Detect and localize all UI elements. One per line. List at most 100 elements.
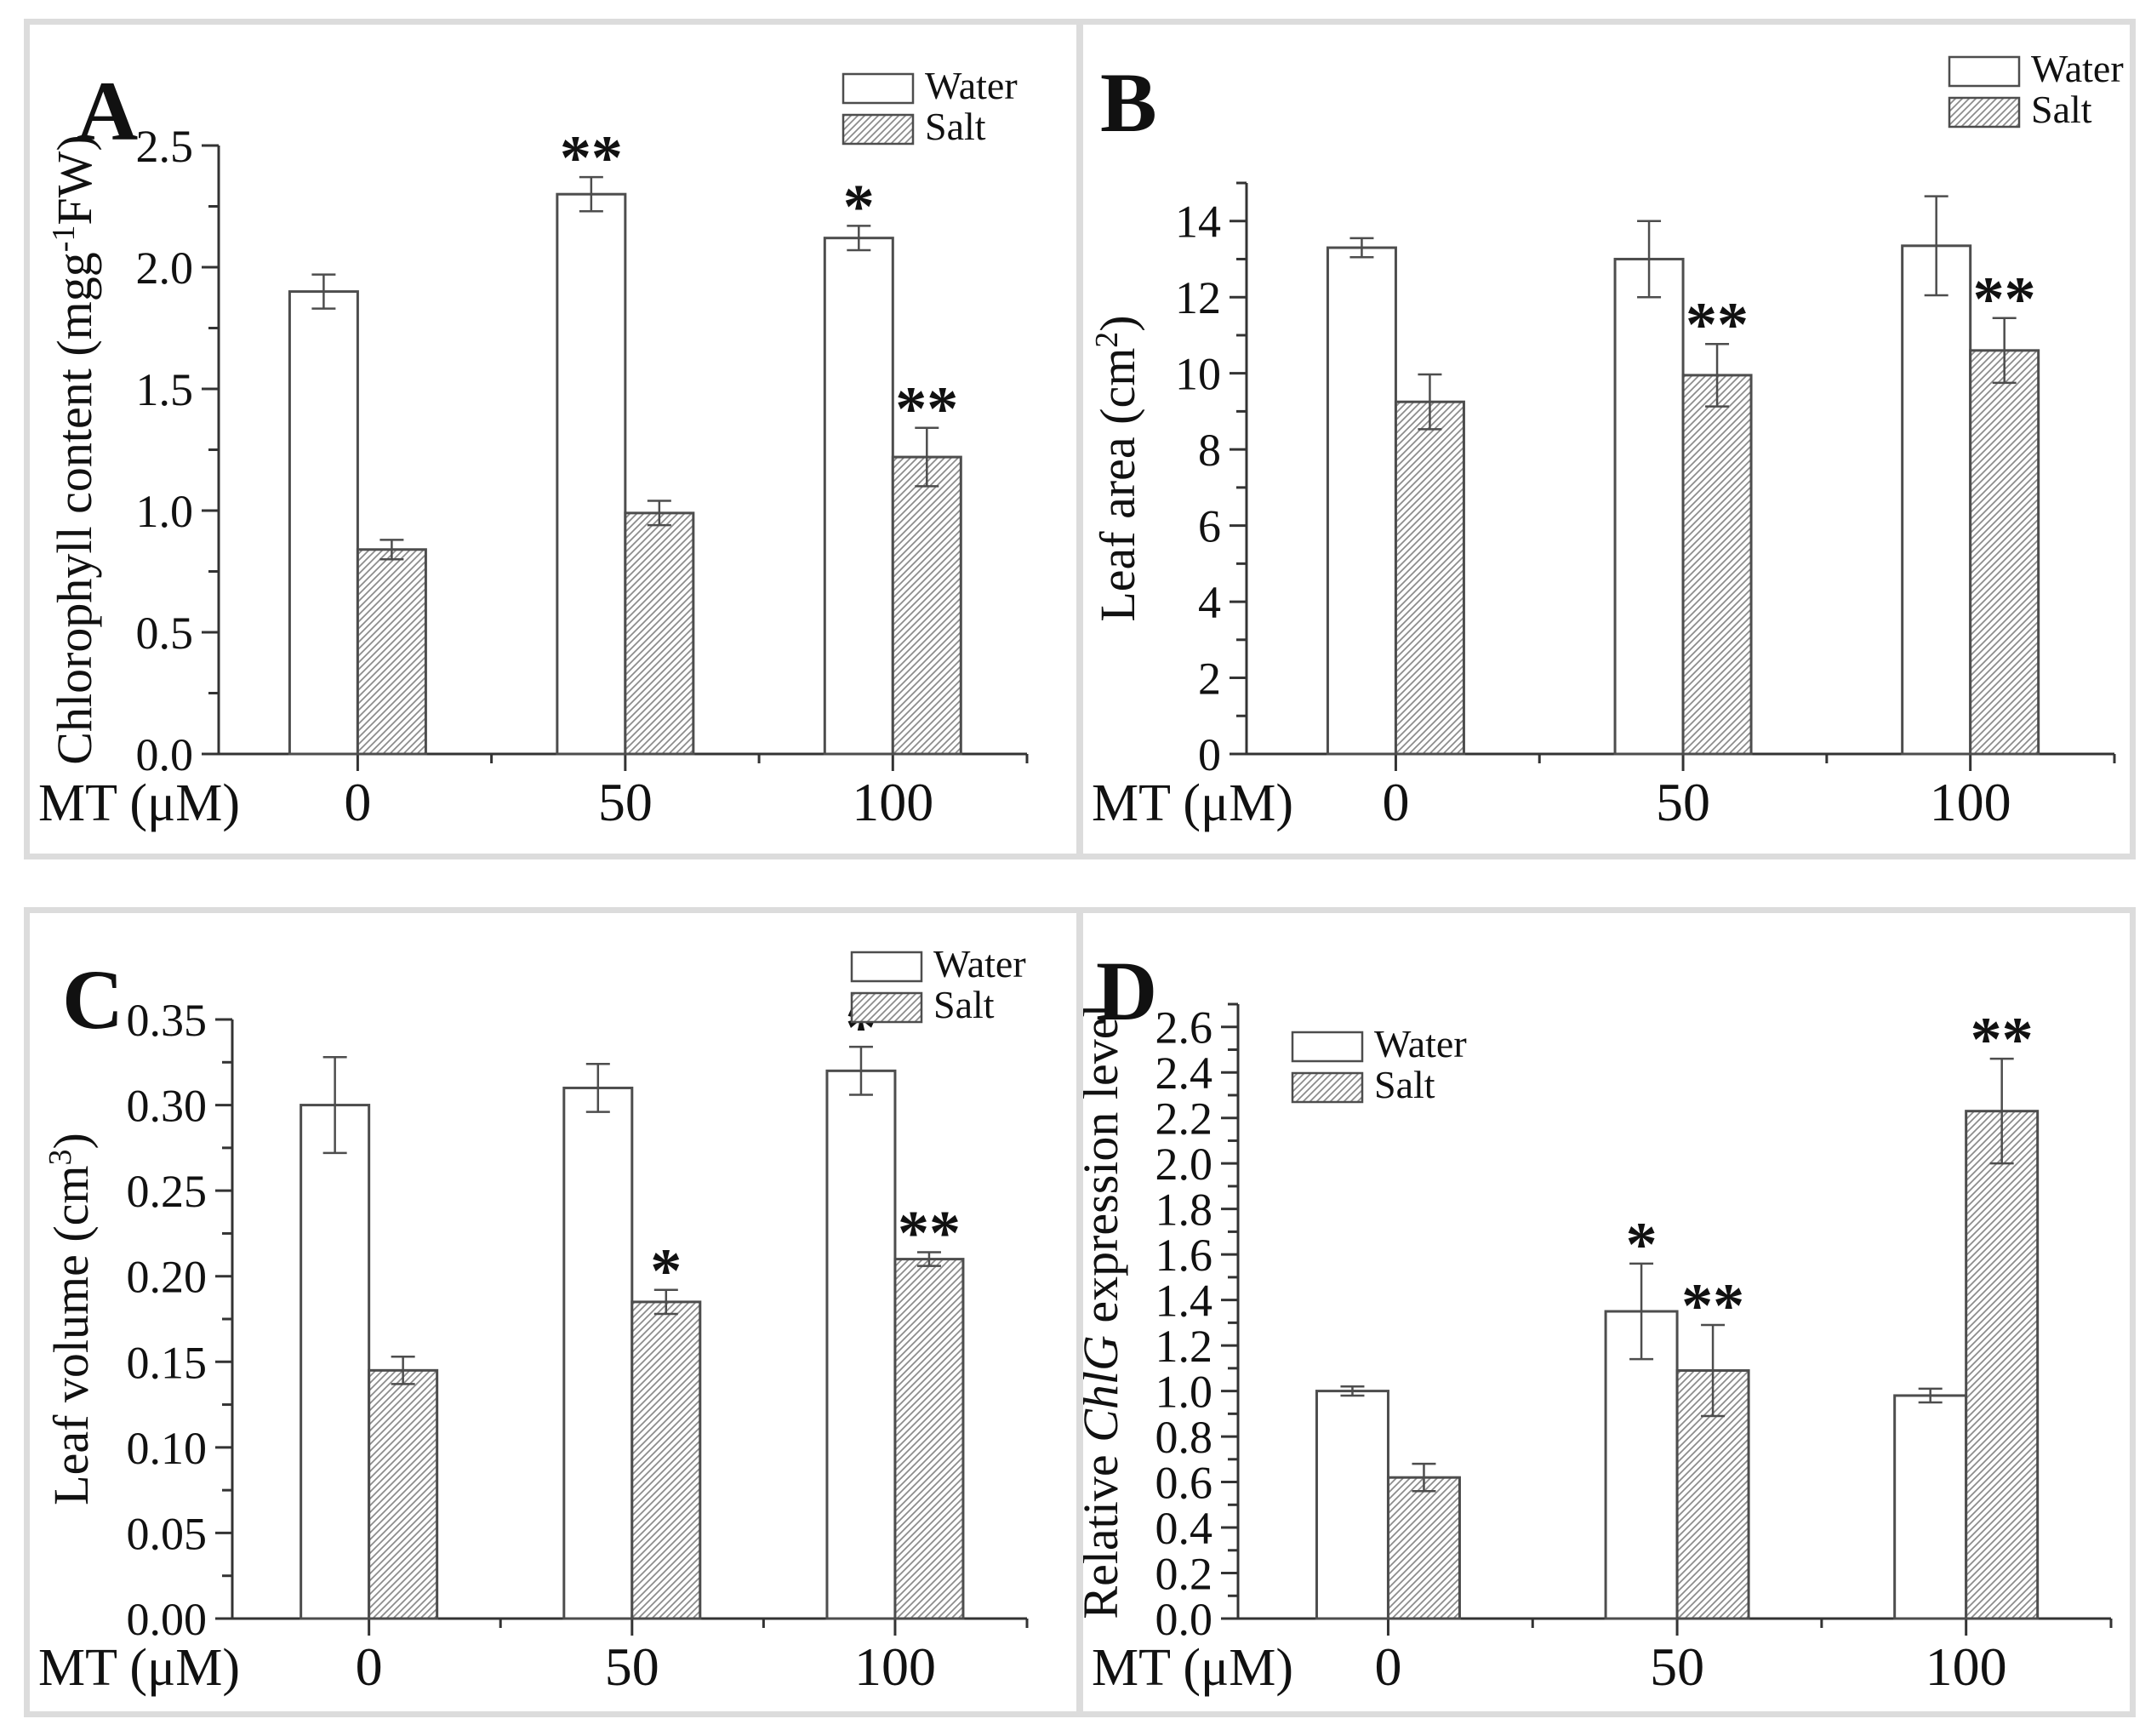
svg-text:50: 50 (605, 1636, 659, 1697)
svg-text:100: 100 (852, 772, 933, 832)
svg-text:0.5: 0.5 (136, 608, 194, 659)
significance-marker: * (650, 1236, 682, 1306)
svg-text:0.8: 0.8 (1155, 1412, 1213, 1463)
significance-marker: * (1626, 1210, 1657, 1280)
x-axis-label: MT (μM) (38, 774, 240, 832)
water-bar-mt100 (1901, 195, 1972, 756)
top-row-frame: 0.0 0.5 1.0 1.5 2.0 2.5 0 50 100 MT (μM) ** * ** Wate… (24, 19, 2136, 859)
svg-text:1.6: 1.6 (1155, 1230, 1213, 1281)
error-bar (1340, 1385, 1365, 1397)
y-tick-labels: 0.0 0.5 1.0 1.5 2.0 2.5 (136, 121, 194, 780)
x-axis-label: MT (μM) (1092, 774, 1293, 832)
panel-letter: D (1096, 944, 1157, 1038)
salt-bar-mt100 (1965, 1057, 2040, 1620)
significance-marker: ** (895, 374, 958, 444)
svg-text:0: 0 (1374, 1636, 1401, 1697)
water-bar-mt0 (1326, 237, 1397, 756)
legend-swatch-water (1291, 1031, 1364, 1063)
svg-text:1.0: 1.0 (1155, 1367, 1213, 1418)
legend-label-water: Water (2031, 47, 2124, 90)
svg-text:2: 2 (1198, 654, 1221, 705)
svg-text:1.2: 1.2 (1155, 1321, 1213, 1372)
error-bar (1637, 220, 1662, 299)
legend-label-water: Water (933, 942, 1026, 985)
svg-text:0.00: 0.00 (127, 1594, 208, 1645)
svg-text:10: 10 (1175, 349, 1221, 400)
salt-bar-mt100 (893, 1251, 965, 1620)
salt-bar-mt50 (1675, 1323, 1750, 1620)
svg-text:14: 14 (1175, 197, 1221, 248)
panel-letter: B (1100, 55, 1157, 150)
svg-text:100: 100 (854, 1636, 936, 1697)
error-bar (916, 1251, 941, 1267)
significance-marker: ** (1681, 1271, 1744, 1341)
water-bar-mt0 (288, 273, 359, 756)
water-bar-mt50 (556, 175, 627, 756)
salt-bar-mt100 (1969, 317, 2040, 756)
legend-label-salt: Salt (1374, 1063, 1435, 1106)
svg-text:1.8: 1.8 (1155, 1185, 1213, 1236)
error-bar (1918, 1387, 1943, 1404)
water-bar-mt100 (825, 1045, 897, 1620)
y-axis-label: Leaf area (cm2) (1089, 315, 1145, 621)
legend-label-water: Water (925, 64, 1018, 107)
svg-text:0: 0 (344, 772, 371, 832)
svg-text:0.4: 0.4 (1155, 1503, 1213, 1554)
legend-swatch-water (1948, 55, 2021, 88)
salt-bar-mt100 (891, 426, 962, 756)
svg-text:0: 0 (1198, 729, 1221, 780)
x-tick-labels: 0 50 100 (1374, 1636, 2006, 1697)
tick-marks (215, 1018, 1029, 1636)
legend-swatch-water (842, 72, 915, 105)
salt-bar-mt50 (1681, 342, 1753, 756)
vertical-divider (1076, 25, 1083, 854)
svg-text:100: 100 (1926, 1636, 2007, 1697)
error-bar (579, 175, 603, 213)
svg-text:0.20: 0.20 (127, 1252, 208, 1303)
significance-marker: ** (560, 123, 623, 193)
significance-marker: ** (898, 1199, 961, 1269)
salt-bar-mt0 (368, 1356, 439, 1620)
error-bar (1989, 1057, 2014, 1165)
legend-swatch-salt (842, 113, 915, 146)
svg-text:50: 50 (1656, 772, 1710, 832)
error-bar (391, 1356, 415, 1385)
y-axis-label: Leaf volume (cm3) (43, 1133, 99, 1505)
error-bar (322, 1056, 347, 1155)
x-axis-label: MT (μM) (38, 1639, 240, 1697)
significance-marker: ** (1971, 1005, 2034, 1075)
svg-text:50: 50 (598, 772, 653, 832)
water-bar-mt0 (1315, 1385, 1389, 1620)
error-bar (585, 1063, 610, 1113)
panel-c-chart: 0.00 0.05 0.10 0.15 0.20 0.25 0.30 0.35 0 50 100 MT… (30, 913, 1076, 1711)
tick-marks (1221, 1002, 2113, 1636)
water-bar-mt100 (1893, 1387, 1968, 1620)
error-bar (647, 500, 671, 527)
svg-text:0.30: 0.30 (127, 1081, 208, 1132)
salt-bar-mt50 (630, 1288, 702, 1620)
svg-text:0.6: 0.6 (1155, 1458, 1213, 1509)
svg-text:2.5: 2.5 (136, 121, 194, 172)
svg-text:0.10: 0.10 (127, 1423, 208, 1474)
legend-label-salt: Salt (2031, 88, 2092, 131)
tick-marks (1230, 181, 2116, 771)
legend-label-salt: Salt (933, 983, 995, 1026)
svg-text:1.4: 1.4 (1155, 1276, 1213, 1327)
tick-marks (202, 144, 1029, 771)
y-tick-labels: 0 2 4 6 8 10 12 14 (1175, 197, 1221, 780)
error-bar (653, 1288, 678, 1316)
y-tick-labels: 0.00.20.40.60.81.01.21.41.61.82.02.22.42… (1155, 1002, 1213, 1645)
svg-text:0.0: 0.0 (136, 729, 194, 780)
salt-bar-mt0 (356, 539, 427, 756)
svg-text:0.2: 0.2 (1155, 1549, 1213, 1600)
error-bar (311, 273, 336, 310)
error-bar (1992, 317, 2017, 385)
error-bar (379, 539, 404, 561)
legend-swatch-water (850, 951, 923, 983)
y-tick-labels: 0.00 0.05 0.10 0.15 0.20 0.25 0.30 0.35 (127, 995, 208, 1645)
